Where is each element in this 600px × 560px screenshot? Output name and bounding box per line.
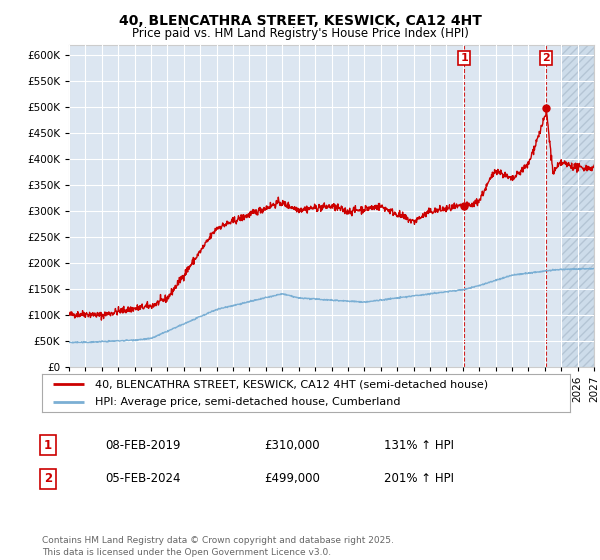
Text: 40, BLENCATHRA STREET, KESWICK, CA12 4HT (semi-detached house): 40, BLENCATHRA STREET, KESWICK, CA12 4HT… bbox=[95, 379, 488, 389]
Text: £310,000: £310,000 bbox=[264, 438, 320, 452]
Text: 08-FEB-2019: 08-FEB-2019 bbox=[105, 438, 181, 452]
Text: 201% ↑ HPI: 201% ↑ HPI bbox=[384, 472, 454, 486]
Text: 2: 2 bbox=[542, 53, 550, 63]
Text: 2: 2 bbox=[44, 472, 52, 486]
Text: 1: 1 bbox=[460, 53, 468, 63]
Text: £499,000: £499,000 bbox=[264, 472, 320, 486]
Text: 05-FEB-2024: 05-FEB-2024 bbox=[105, 472, 181, 486]
Text: Price paid vs. HM Land Registry's House Price Index (HPI): Price paid vs. HM Land Registry's House … bbox=[131, 27, 469, 40]
Text: Contains HM Land Registry data © Crown copyright and database right 2025.
This d: Contains HM Land Registry data © Crown c… bbox=[42, 536, 394, 557]
Bar bbox=[561, 45, 594, 367]
Text: 1: 1 bbox=[44, 438, 52, 452]
Text: 40, BLENCATHRA STREET, KESWICK, CA12 4HT: 40, BLENCATHRA STREET, KESWICK, CA12 4HT bbox=[119, 14, 481, 28]
Text: HPI: Average price, semi-detached house, Cumberland: HPI: Average price, semi-detached house,… bbox=[95, 397, 400, 407]
Text: 131% ↑ HPI: 131% ↑ HPI bbox=[384, 438, 454, 452]
